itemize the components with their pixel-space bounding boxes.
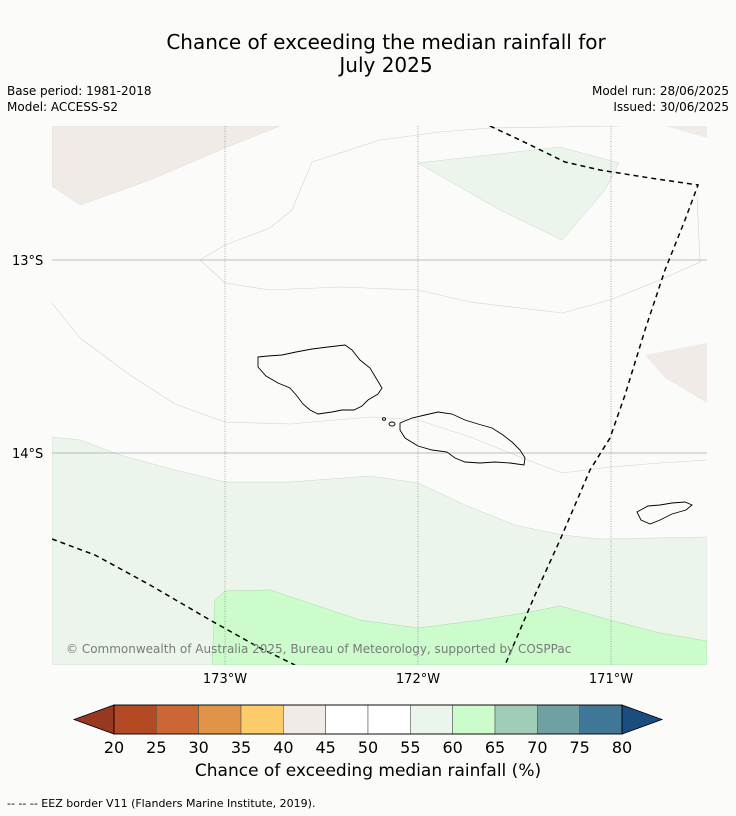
colorbar-tick-label: 75 xyxy=(569,738,589,757)
region-60-65-south xyxy=(211,589,707,665)
colorbar: 20 25 30 35 40 45 50 55 60 65 70 75 80 xyxy=(72,704,664,757)
region-40-45-northeast xyxy=(665,126,707,138)
lon-label-172w: 172°W xyxy=(396,672,440,687)
map-area: © Commonwealth of Australia 2025, Bureau… xyxy=(52,126,707,665)
contour-line-mid xyxy=(199,194,701,314)
map-title: Chance of exceeding the median rainfall … xyxy=(0,31,736,77)
colorbar-label: Chance of exceeding median rainfall (%) xyxy=(194,761,542,781)
colorbar-tick-label: 20 xyxy=(104,738,124,757)
colorbar-segment xyxy=(452,704,496,735)
eez-border-southwest xyxy=(52,538,296,665)
colorbar-tick-label: 50 xyxy=(358,738,378,757)
colorbar-tick-label: 40 xyxy=(273,738,293,757)
lat-label-14s: 14°S xyxy=(12,447,43,462)
lon-label-171w: 171°W xyxy=(589,672,633,687)
graticule xyxy=(52,126,707,665)
region-40-45-northwest xyxy=(52,126,281,206)
upolu-island xyxy=(399,411,526,466)
colorbar-tick-label: 65 xyxy=(485,738,505,757)
colorbar-tick-label: 80 xyxy=(612,738,632,757)
colorbar-tick-label: 45 xyxy=(315,738,335,757)
colorbar-frame xyxy=(113,704,623,735)
colorbar-tick-label: 60 xyxy=(442,738,462,757)
model-text: Model: ACCESS-S2 xyxy=(7,100,119,114)
colorbar-segment xyxy=(537,704,580,735)
lon-label-173w: 173°W xyxy=(203,672,247,687)
title-line-2: July 2025 xyxy=(339,53,433,77)
manono-island xyxy=(388,421,396,427)
colorbar-tick-label: 35 xyxy=(231,738,251,757)
copyright-text: © Commonwealth of Australia 2025, Bureau… xyxy=(66,642,571,656)
islands xyxy=(257,344,693,525)
eez-border-north xyxy=(489,126,700,665)
colorbar-segment xyxy=(367,704,411,735)
title-line-1: Chance of exceeding the median rainfall … xyxy=(166,30,606,54)
colorbar-segment xyxy=(494,704,538,735)
meta-left: Base period: 1981-2018 Model: ACCESS-S2 xyxy=(7,83,152,115)
model-run-text: Model run: 28/06/2025 xyxy=(591,84,729,98)
colorbar-tick-label: 30 xyxy=(188,738,208,757)
colorbar-segment xyxy=(198,704,242,735)
colorbar-segment xyxy=(325,704,369,735)
apolima-island xyxy=(381,417,387,421)
colorbar-segment xyxy=(283,704,326,735)
colorbar-over-arrow xyxy=(621,704,664,735)
eez-legend-note: -- -- -- EEZ border V11 (Flanders Marine… xyxy=(7,797,316,810)
contour-line-north xyxy=(199,126,621,261)
region-55-60-north xyxy=(417,146,620,241)
meta-right: Model run: 28/06/2025 Issued: 30/06/2025 xyxy=(592,83,729,115)
colorbar-segment xyxy=(113,704,157,735)
colorbar-segment xyxy=(156,704,199,735)
region-40-45-east xyxy=(645,343,707,403)
base-period-text: Base period: 1981-2018 xyxy=(7,84,152,98)
colorbar-under-arrow xyxy=(72,704,115,735)
tutuila-island xyxy=(636,501,693,525)
colorbar-tick-label: 55 xyxy=(400,738,420,757)
colorbar-tick-label: 70 xyxy=(527,738,547,757)
colorbar-tick-label: 25 xyxy=(146,738,166,757)
colorbar-segment xyxy=(410,704,453,735)
eez-borders xyxy=(52,126,700,665)
lat-label-13s: 13°S xyxy=(12,254,43,269)
contour-line-south xyxy=(52,302,707,474)
colorbar-segment xyxy=(240,704,284,735)
issued-text: Issued: 30/06/2025 xyxy=(613,100,729,114)
colorbar-segment xyxy=(579,704,623,735)
savaii-island xyxy=(257,344,383,415)
